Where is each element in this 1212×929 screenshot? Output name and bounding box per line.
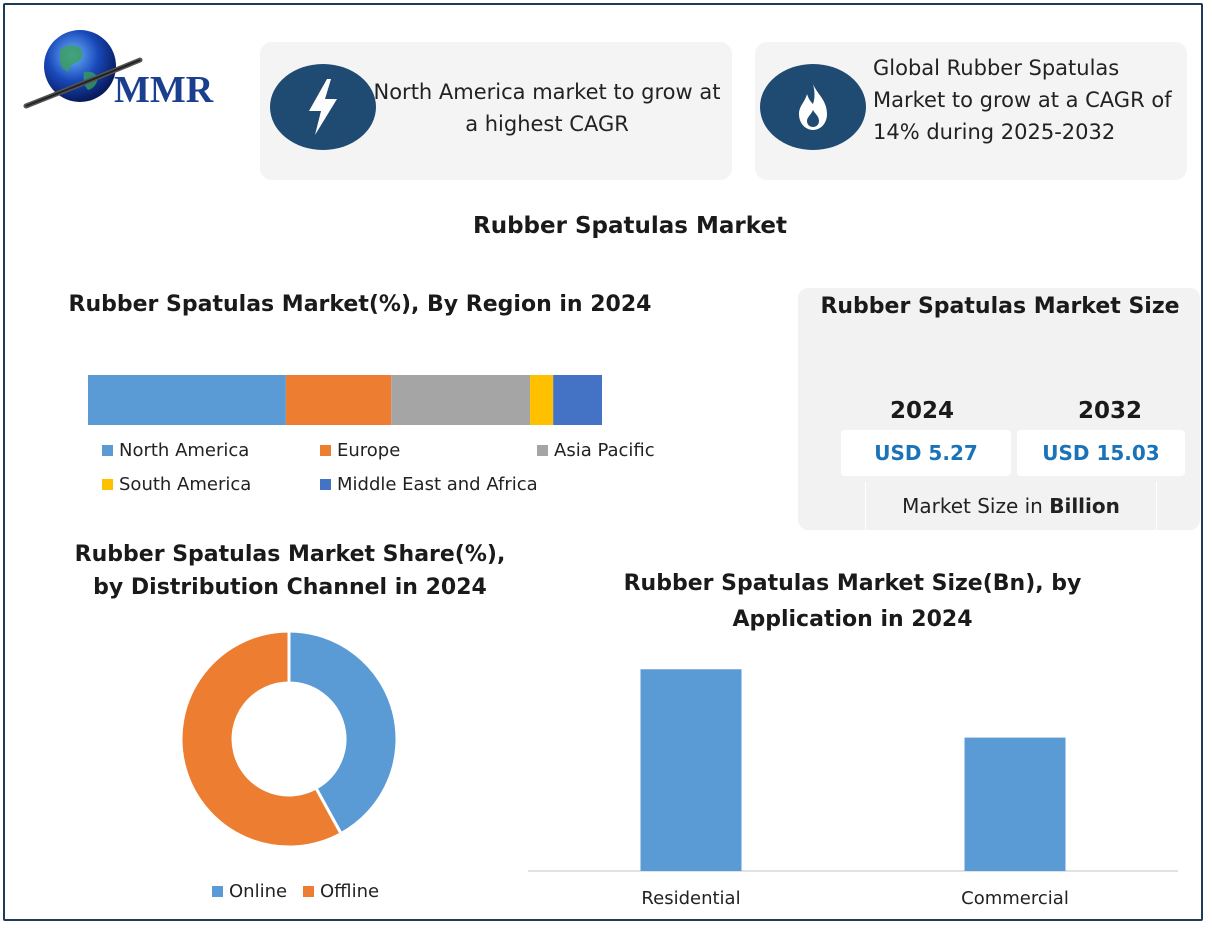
- flame-circle: [760, 64, 866, 150]
- application-bar-commercial: [964, 737, 1066, 871]
- info-text-north-america: North America market to grow at a highes…: [373, 80, 721, 136]
- market-size-note-unit: Billion: [1049, 494, 1120, 518]
- region-bar-segment-middle-east-and-africa: [553, 375, 602, 425]
- legend-label-south-america: South America: [119, 474, 252, 495]
- market-size-note: Market Size in Billion: [865, 482, 1157, 530]
- year-2032: 2032: [1078, 398, 1143, 424]
- legend-label-offline: Offline: [320, 881, 380, 902]
- distribution-donut-chart: [179, 629, 399, 849]
- legend-offline: Offline: [303, 881, 379, 902]
- flame-icon: [799, 84, 827, 130]
- donut-slice-offline: [179, 629, 344, 849]
- legend-middle-east-africa: Middle East and Africa: [320, 474, 538, 495]
- market-size-title: Rubber Spatulas Market Size: [820, 294, 1180, 319]
- mmr-logo: MMR: [23, 30, 214, 111]
- lightning-icon: [309, 79, 337, 135]
- logo-text: MMR: [114, 69, 214, 111]
- legend-online: Online: [212, 881, 287, 902]
- legend-asia-pacific: Asia Pacific: [537, 440, 655, 461]
- region-bar-segment-north-america: [88, 375, 286, 425]
- tick-label-residential: Residential: [641, 888, 741, 909]
- market-size-note-prefix: Market Size in: [902, 494, 1050, 518]
- legend-south-america: South America: [102, 474, 251, 495]
- legend-swatch-north-america: [102, 445, 113, 456]
- region-stacked-bar: [88, 375, 602, 425]
- legend-label-asia-pacific: Asia Pacific: [554, 440, 655, 461]
- region-bar-segment-europe: [285, 375, 392, 425]
- application-bar-chart: [528, 669, 1178, 872]
- legend-swatch-middle-east-africa: [320, 479, 331, 490]
- legend-label-online: Online: [229, 881, 288, 902]
- region-chart-title: Rubber Spatulas Market(%), By Region in …: [68, 292, 652, 317]
- year-2024: 2024: [890, 398, 955, 424]
- legend-swatch-online: [212, 886, 223, 897]
- donut-slice-online: [287, 629, 399, 836]
- info-box-global-cagr: Global Rubber Spatulas Market to grow at…: [755, 42, 1187, 180]
- region-bar-segment-asia-pacific: [391, 375, 531, 425]
- legend-label-middle-east-africa: Middle East and Africa: [337, 474, 538, 495]
- legend-label-north-america: North America: [119, 440, 250, 461]
- info-box-north-america: North America market to grow at a highes…: [260, 42, 732, 180]
- legend-label-europe: Europe: [337, 440, 401, 461]
- lightning-circle: [270, 64, 376, 150]
- legend-swatch-asia-pacific: [537, 445, 548, 456]
- tick-label-commercial: Commercial: [961, 888, 1069, 909]
- infographic-frame: [3, 3, 1203, 921]
- application-bar-residential: [640, 669, 742, 871]
- legend-swatch-south-america: [102, 479, 113, 490]
- legend-europe: Europe: [320, 440, 400, 461]
- value-2032: USD 15.03: [1017, 430, 1185, 476]
- legend-north-america: North America: [102, 440, 249, 461]
- application-chart-title: Rubber Spatulas Market Size(Bn), by Appl…: [623, 571, 1082, 632]
- legend-swatch-offline: [303, 886, 314, 897]
- distribution-chart-title: Rubber Spatulas Market Share(%), by Dist…: [74, 542, 506, 600]
- main-title: Rubber Spatulas Market: [472, 213, 787, 239]
- value-2024: USD 5.27: [841, 430, 1011, 476]
- region-bar-segment-south-america: [530, 375, 554, 425]
- info-text-global-cagr: Global Rubber Spatulas Market to grow at…: [873, 56, 1172, 144]
- legend-swatch-europe: [320, 445, 331, 456]
